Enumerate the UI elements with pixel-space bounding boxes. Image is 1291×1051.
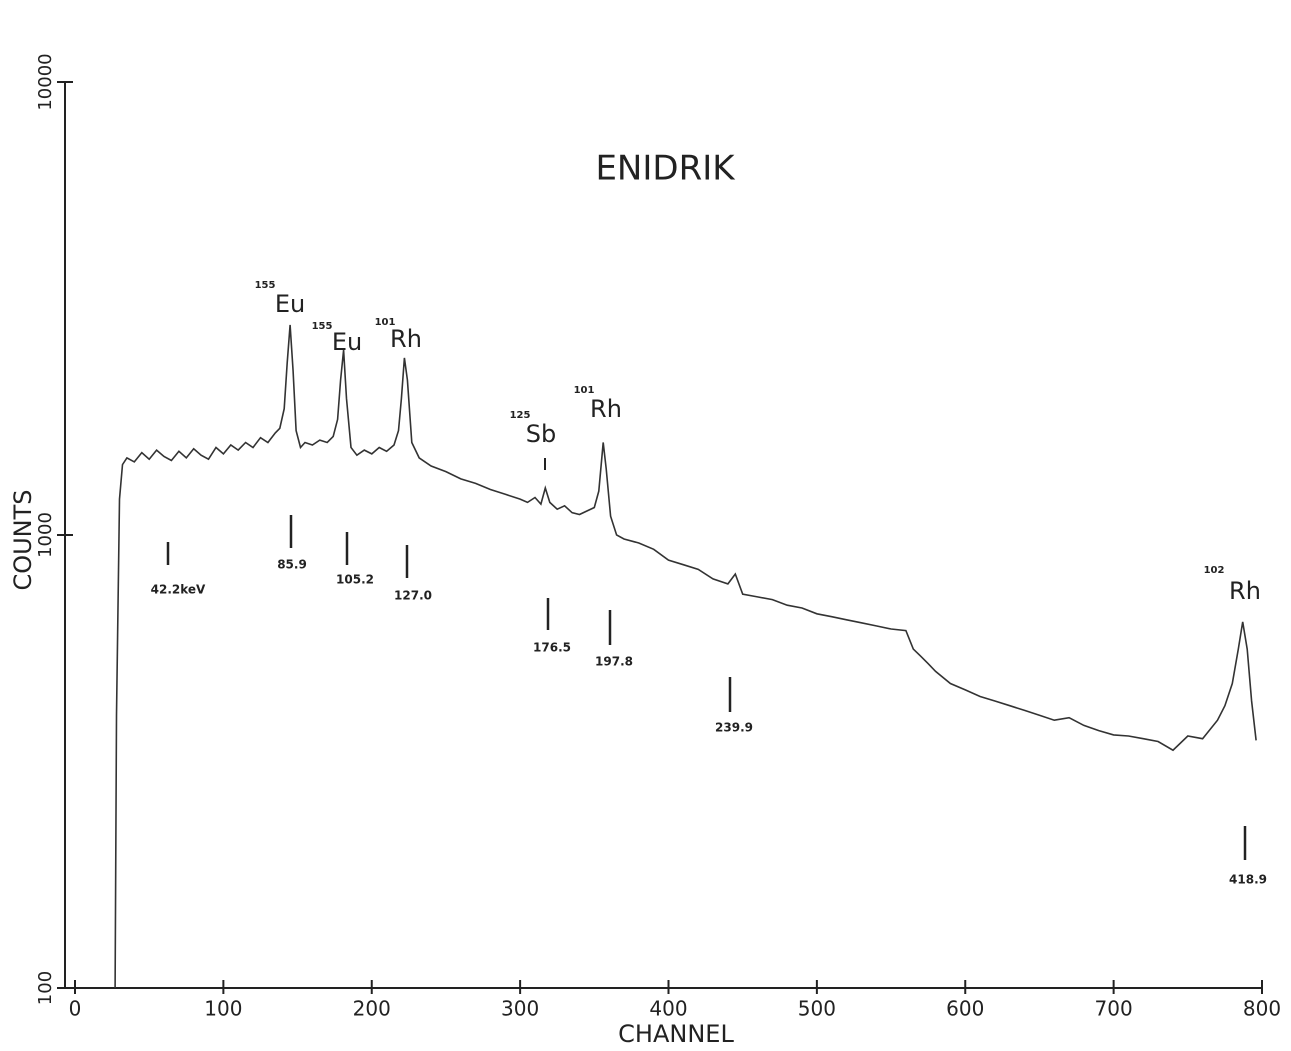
y-tick-label: 100: [35, 971, 56, 1005]
y-tick-label: 1000: [35, 512, 56, 558]
energy-label: 418.9: [1229, 873, 1267, 887]
x-tick-label: 100: [204, 997, 242, 1021]
x-tick-label: 800: [1243, 997, 1281, 1021]
x-tick-label: 300: [501, 997, 539, 1021]
peak-element: Eu: [332, 328, 362, 356]
energy-label: 239.9: [715, 721, 753, 735]
peak-mass: 101: [574, 385, 595, 396]
x-tick-label: 400: [649, 997, 687, 1021]
energy-label: 105.2: [336, 573, 374, 587]
chart-title: ENIDRIK: [595, 149, 736, 189]
energy-label: 197.8: [595, 655, 633, 669]
peak-element: Sb: [526, 420, 556, 448]
peak-mass: 101: [375, 317, 396, 328]
peak-mass: 102: [1204, 565, 1225, 576]
y-axis-label: COUNTS: [9, 489, 37, 590]
x-tick-label: 500: [798, 997, 836, 1021]
energy-label: 127.0: [394, 589, 432, 603]
x-tick-label: 700: [1095, 997, 1133, 1021]
y-tick-label: 10000: [35, 53, 56, 110]
energy-label: 42.2keV: [151, 583, 206, 597]
x-tick-label: 200: [353, 997, 391, 1021]
x-tick-label: 600: [946, 997, 984, 1021]
spectrum-line: [114, 324, 1257, 989]
peak-element: Rh: [590, 395, 622, 423]
peak-mass: 155: [255, 280, 276, 291]
peak-element: Rh: [390, 325, 422, 353]
peak-mass: 155: [312, 321, 333, 332]
peak-element: Rh: [1229, 577, 1261, 605]
energy-label: 85.9: [277, 558, 307, 572]
peak-mass: 125: [510, 410, 531, 421]
x-axis-label: CHANNEL: [618, 1020, 734, 1048]
peak-element: Eu: [275, 290, 305, 318]
energy-label: 176.5: [533, 641, 571, 655]
x-tick-label: 0: [69, 997, 82, 1021]
